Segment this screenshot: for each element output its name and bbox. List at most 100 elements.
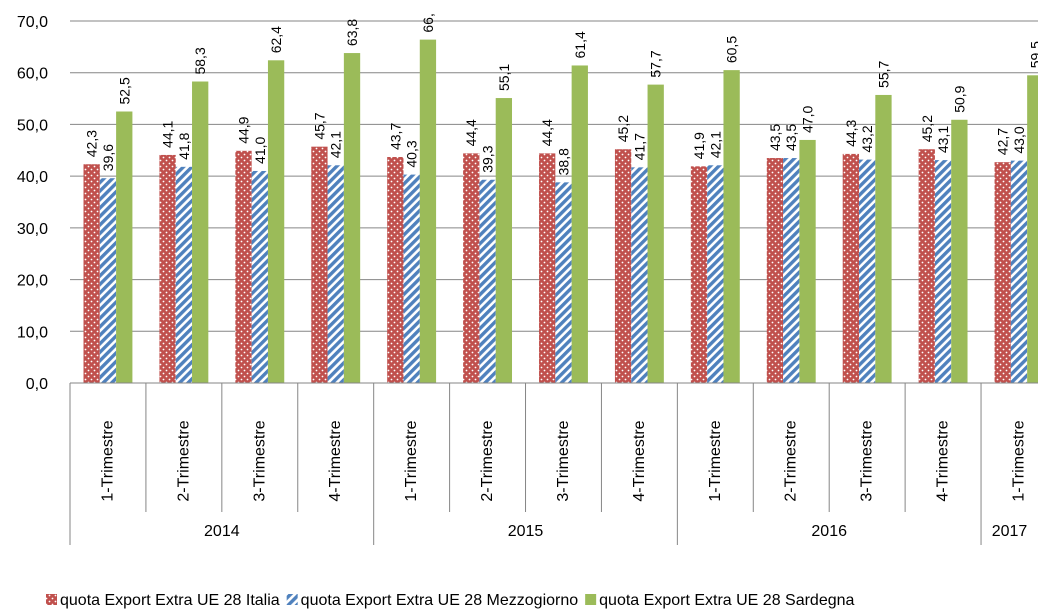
group-label: 2017 [992, 523, 1028, 540]
bar [463, 153, 480, 383]
bar [690, 166, 708, 383]
bar [116, 111, 133, 383]
bar [614, 149, 632, 383]
bar [783, 158, 800, 383]
data-label: 42,1 [707, 131, 723, 158]
bar [343, 53, 361, 384]
legend-label: quota Export Extra UE 28 Mezzogiorno [301, 592, 579, 609]
legend-label: quota Export Extra UE 28 Italia [60, 592, 280, 609]
data-label: 41,7 [631, 133, 647, 160]
legend-swatch [46, 594, 57, 605]
bar [235, 150, 252, 383]
data-label: 44,9 [236, 116, 252, 143]
data-label: 55,1 [496, 64, 512, 91]
bar [951, 119, 968, 384]
bar [495, 98, 513, 384]
y-tick-label: 0,0 [26, 376, 48, 393]
data-label: 45,2 [615, 115, 631, 142]
data-label: 44,3 [843, 119, 859, 146]
legend: quota Export Extra UE 28 Italia quota Exp… [46, 592, 855, 609]
x-tick-label: 4-Trimestre [631, 420, 648, 501]
bar [555, 182, 572, 383]
y-tick-label: 20,0 [17, 273, 48, 290]
data-label: 47,0 [800, 105, 816, 132]
y-tick-label: 10,0 [17, 324, 48, 341]
y-tick-label: 60,0 [17, 66, 48, 83]
data-label: 43,1 [935, 126, 951, 153]
data-label: 60,5 [724, 36, 740, 63]
data-label: 50,9 [951, 85, 967, 112]
bar [159, 154, 176, 383]
data-label: 38,8 [555, 148, 571, 175]
y-tick-label: 50,0 [17, 117, 48, 134]
group-label: 2016 [811, 523, 847, 540]
bar [842, 153, 860, 383]
legend-swatch [585, 594, 597, 605]
x-tick-label: 2-Trimestre [175, 420, 192, 501]
data-label: 44,4 [463, 119, 479, 146]
bar [994, 162, 1011, 383]
data-label: 42,1 [328, 131, 344, 158]
bar [859, 159, 876, 383]
bar [723, 70, 740, 383]
bars [83, 39, 1038, 384]
x-tick-label: 1-Trimestre [1011, 420, 1028, 501]
data-label: 39,6 [100, 144, 116, 171]
data-label: 44,1 [160, 120, 176, 147]
data-label: 44,4 [539, 119, 555, 146]
data-label: 41,9 [691, 132, 707, 159]
bar [647, 84, 664, 384]
x-tick-label: 2-Trimestre [479, 420, 496, 501]
bar [192, 81, 209, 383]
bar [327, 165, 344, 383]
bar [311, 146, 328, 383]
data-label: 57,7 [648, 50, 664, 77]
bar [631, 167, 648, 383]
data-label: 43,7 [387, 123, 403, 150]
x-tick-label: 3-Trimestre [859, 420, 876, 501]
data-label: 45,7 [311, 112, 327, 139]
data-label: 58,3 [192, 47, 208, 74]
x-tick-label: 1-Trimestre [99, 420, 116, 501]
bar [479, 179, 496, 383]
y-tick-label: 40,0 [17, 169, 48, 186]
data-label: 61,4 [572, 31, 588, 58]
bar [571, 65, 588, 383]
y-tick-label: 70,0 [17, 14, 48, 31]
bar [875, 94, 892, 383]
x-tick-label: 3-Trimestre [251, 420, 268, 501]
axes: 0,0 10,0 20,0 30,0 40,0 50,0 60,0 70,0 1-Trimest… [17, 14, 1038, 545]
data-label: 55,7 [875, 60, 891, 87]
data-label: 40,3 [404, 140, 420, 167]
data-label: 66, [420, 13, 436, 32]
group-label: 2014 [204, 523, 240, 540]
data-label: 59,5 [1027, 41, 1038, 68]
bar [918, 149, 935, 383]
y-tick-label: 30,0 [17, 221, 48, 238]
bar [403, 174, 420, 383]
data-label: 43,5 [783, 124, 799, 151]
bar [419, 39, 437, 384]
bar [83, 164, 100, 383]
data-label: 41,0 [252, 137, 268, 164]
bar [267, 60, 285, 384]
bar [175, 166, 193, 383]
x-tick-label: 4-Trimestre [327, 420, 344, 501]
data-label: 43,5 [767, 124, 783, 151]
data-label: 39,3 [480, 145, 496, 172]
data-label: 52,5 [116, 77, 132, 104]
data-label: 42,7 [995, 128, 1011, 155]
group-label: 2015 [508, 523, 544, 540]
x-tick-label: 1-Trimestre [707, 420, 724, 501]
x-tick-label: 3-Trimestre [555, 420, 572, 501]
data-labels: 42,339,6 52,5 44,1 41,8 58,3 44,941,0 62,4 45,7… [84, 13, 1038, 175]
legend-swatch [286, 594, 298, 605]
data-label: 62,4 [268, 26, 284, 53]
bar [251, 170, 268, 383]
data-label: 43,2 [859, 125, 875, 152]
bar [99, 178, 117, 383]
data-label: 41,8 [176, 132, 192, 159]
x-tick-label: 2-Trimestre [783, 420, 800, 501]
bar [766, 158, 784, 383]
